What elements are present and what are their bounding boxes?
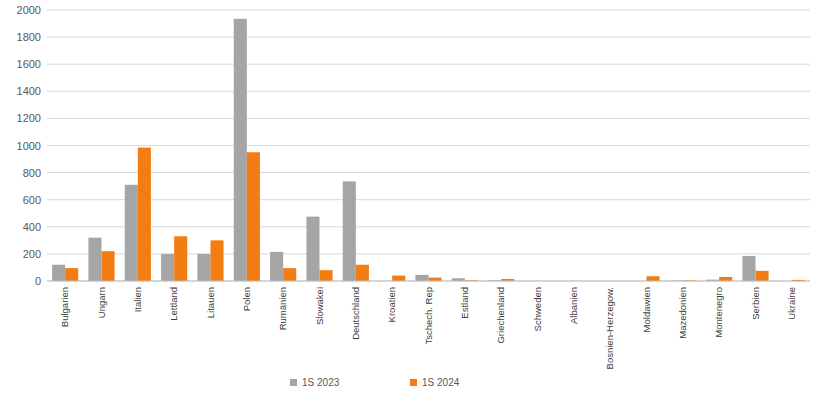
x-tick-label: Mazedonien xyxy=(677,287,688,339)
grid-line xyxy=(47,226,810,227)
x-tick-label: Albanien xyxy=(568,287,579,324)
bar xyxy=(211,240,224,281)
bar xyxy=(138,148,151,281)
chart: 0 200 400 600 800 1000 1200 1400 1600 1800 2000 Bul… xyxy=(0,0,820,403)
x-tick-label: Tschech. Rep xyxy=(423,287,434,345)
x-axis xyxy=(47,281,810,282)
x-tick-label: Montenegro xyxy=(713,287,724,338)
legend-label: 1S 2024 xyxy=(422,377,460,388)
bar xyxy=(343,181,356,281)
y-tick-label: 1200 xyxy=(17,112,41,124)
bar xyxy=(756,271,769,281)
bars xyxy=(52,19,805,281)
x-tick-label: Ungarn xyxy=(96,287,107,318)
y-tick-label: 200 xyxy=(23,248,41,260)
y-tick-label: 1600 xyxy=(17,58,41,70)
bar xyxy=(88,238,101,281)
bar xyxy=(125,185,138,281)
x-tick-label: Bosnien-Herzegow. xyxy=(604,287,615,369)
x-tick-label: Slowakei xyxy=(314,287,325,325)
bar xyxy=(356,265,369,281)
x-tick-label: Serbien xyxy=(750,287,761,320)
bar xyxy=(392,276,405,281)
bar xyxy=(102,251,115,281)
bar xyxy=(247,152,260,281)
x-tick-label: Kroatien xyxy=(386,287,397,322)
y-tick-label: 0 xyxy=(35,275,41,287)
bar xyxy=(161,254,174,281)
y-tick-label: 1400 xyxy=(17,85,41,97)
bar xyxy=(647,276,660,281)
bar xyxy=(270,252,283,281)
bar xyxy=(320,270,333,281)
x-tick-label: Italien xyxy=(132,287,143,312)
bar xyxy=(65,268,78,281)
y-tick-label: 400 xyxy=(23,221,41,233)
y-tick-label: 1800 xyxy=(17,31,41,43)
grid-line xyxy=(47,199,810,200)
x-tick-label: Griechenland xyxy=(495,287,506,344)
x-tick-label: Rumänien xyxy=(277,287,288,330)
legend-swatch xyxy=(410,379,417,386)
y-tick-label: 800 xyxy=(23,167,41,179)
grid-line xyxy=(47,281,810,282)
x-tick-label: Litauen xyxy=(205,287,216,318)
grid-line xyxy=(47,10,810,11)
bar xyxy=(719,277,732,281)
x-tick-label: Polen xyxy=(241,287,252,311)
x-tick-label: Deutschland xyxy=(350,287,361,340)
grid-line xyxy=(47,37,810,38)
legend-label: 1S 2023 xyxy=(302,377,340,388)
bar xyxy=(174,236,187,281)
y-tick-label: 600 xyxy=(23,194,41,206)
x-tick-label: Ukraine xyxy=(786,287,797,320)
y-tick-label: 2000 xyxy=(17,4,41,16)
x-tick-label: Estland xyxy=(459,287,470,319)
bar xyxy=(742,256,755,281)
y-tick-label: 1000 xyxy=(17,140,41,152)
grid-line xyxy=(47,172,810,173)
x-tick-label: Moldawien xyxy=(641,287,652,332)
bar xyxy=(429,278,442,281)
x-tick-label: Bulgarien xyxy=(59,287,70,327)
bar xyxy=(415,275,428,281)
bar xyxy=(52,265,65,281)
grid-line xyxy=(47,118,810,119)
bar xyxy=(306,217,319,281)
bar xyxy=(283,268,296,281)
grid-line xyxy=(47,91,810,92)
bar xyxy=(234,19,247,281)
x-tick-label: Schweden xyxy=(532,287,543,331)
grid-line xyxy=(47,64,810,65)
legend-swatch xyxy=(290,379,297,386)
grid-line xyxy=(47,145,810,146)
bar xyxy=(197,254,210,281)
x-tick-label: Lettland xyxy=(168,287,179,321)
